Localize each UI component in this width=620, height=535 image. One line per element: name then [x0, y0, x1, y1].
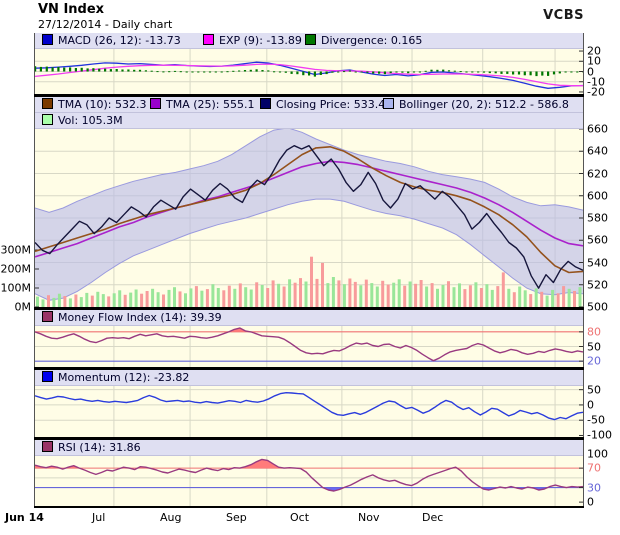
closing-price-swatch-icon [260, 98, 271, 109]
macd-swatch-icon [42, 34, 53, 45]
legend-item-bollinger: Bollinger (20, 2): 512.2 - 586.8 [383, 98, 569, 111]
mfi-legend: Money Flow Index (14): 39.39 [35, 310, 583, 326]
y-tick-label: 560 [587, 233, 608, 247]
panel-divider [34, 367, 584, 370]
y-tick-label: 0 [587, 495, 594, 509]
bollinger-swatch-icon [383, 98, 394, 109]
x-axis-label: Dec [422, 511, 444, 524]
y-tick-label: 30 [587, 481, 601, 495]
volume-swatch-icon [42, 114, 53, 125]
y-tick-label: 660 [587, 122, 608, 136]
legend-item-macd: MACD (26, 12): -13.73 [42, 34, 181, 47]
price-legend-row1: TMA (10): 532.3 TMA (25): 555.1 Closing … [35, 97, 583, 113]
legend-item-divergence: Divergence: 0.165 [305, 34, 422, 47]
tma25-swatch-icon [150, 98, 161, 109]
y-tick-label: 580 [587, 211, 608, 225]
y-tick-label: -100 [587, 428, 612, 442]
macd-plot [35, 49, 583, 94]
price-legend-row2: Vol: 105.3M [35, 113, 583, 129]
rsi-plot [35, 456, 583, 506]
y-tick-label: 50 [587, 383, 601, 397]
divergence-swatch-icon [305, 34, 316, 45]
x-axis-label: Sep [226, 511, 247, 524]
mfi-plot [35, 326, 583, 367]
momentum-plot [35, 386, 583, 437]
x-axis-label: Nov [358, 511, 380, 524]
legend-item-closing-price: Closing Price: 533.4 [260, 98, 385, 111]
rsi-legend: RSI (14): 31.86 [35, 440, 583, 456]
brand-logo: VCBS [543, 8, 584, 23]
price-plot [35, 129, 583, 307]
y-tick-label: 10 [587, 54, 601, 68]
y-tick-label: 640 [587, 144, 608, 158]
x-axis-label: Oct [290, 511, 310, 524]
y-tick-label: 520 [587, 278, 608, 292]
y-tick-label: 100 [587, 447, 608, 461]
y-tick-label: 600 [587, 189, 608, 203]
legend-label: MACD (26, 12): -13.73 [58, 34, 181, 47]
volume-tick-label: 100M [0, 281, 32, 295]
legend-label: Closing Price: 533.4 [276, 98, 386, 111]
panel-divider [34, 307, 584, 310]
exp-swatch-icon [203, 34, 214, 45]
legend-label: TMA (25): 555.1 [166, 98, 255, 111]
legend-label: Money Flow Index (14): 39.39 [58, 311, 222, 324]
legend-item-tma25: TMA (25): 555.1 [150, 98, 255, 111]
y-tick-label: -10 [587, 75, 605, 89]
x-axis-label: Jul [92, 511, 106, 524]
page-title: VN Index [38, 2, 105, 17]
momentum-legend: Momentum (12): -23.82 [35, 370, 583, 386]
legend-label: TMA (10): 532.3 [58, 98, 147, 111]
volume-tick-label: 300M [0, 243, 32, 257]
legend-label: Divergence: 0.165 [321, 34, 423, 47]
chart-subtitle: 27/12/2014 - Daily chart [38, 18, 173, 31]
y-tick-label: 50 [587, 340, 601, 353]
legend-item-momentum: Momentum (12): -23.82 [42, 371, 189, 384]
panel-divider [34, 437, 584, 440]
y-tick-label: 70 [587, 461, 601, 475]
y-tick-label: 500 [587, 300, 608, 314]
volume-tick-label: 0M [14, 300, 32, 314]
x-axis-line [34, 506, 584, 508]
legend-item-tma10: TMA (10): 532.3 [42, 98, 147, 111]
legend-label: Bollinger (20, 2): 512.2 - 586.8 [399, 98, 569, 111]
volume-tick-label: 200M [0, 262, 32, 276]
legend-item-exp: EXP (9): -13.89 [203, 34, 302, 47]
legend-item-volume: Vol: 105.3M [42, 114, 123, 127]
y-tick-label: -20 [587, 85, 605, 99]
y-tick-label: -50 [587, 413, 605, 427]
momentum-swatch-icon [42, 371, 53, 382]
legend-item-rsi: RSI (14): 31.86 [42, 441, 141, 454]
legend-label: RSI (14): 31.86 [58, 441, 141, 454]
mfi-swatch-icon [42, 311, 53, 322]
x-axis-label: Aug [160, 511, 182, 524]
y-tick-label: 20 [587, 44, 601, 58]
legend-label: EXP (9): -13.89 [219, 34, 302, 47]
y-tick-label: 80 [587, 325, 601, 339]
tma10-swatch-icon [42, 98, 53, 109]
legend-label: Momentum (12): -23.82 [58, 371, 190, 384]
legend-label: Vol: 105.3M [58, 114, 123, 127]
y-tick-label: 0 [587, 65, 594, 78]
rsi-swatch-icon [42, 441, 53, 452]
y-tick-label: 0 [587, 398, 594, 412]
panel-divider [34, 94, 584, 97]
x-axis-label: Jun 14 [5, 511, 44, 524]
macd-legend: MACD (26, 12): -13.73 EXP (9): -13.89 Di… [35, 33, 583, 49]
legend-item-mfi: Money Flow Index (14): 39.39 [42, 311, 222, 324]
y-tick-label: 540 [587, 256, 608, 269]
y-tick-label: 20 [587, 354, 601, 368]
y-tick-label: 620 [587, 167, 608, 180]
